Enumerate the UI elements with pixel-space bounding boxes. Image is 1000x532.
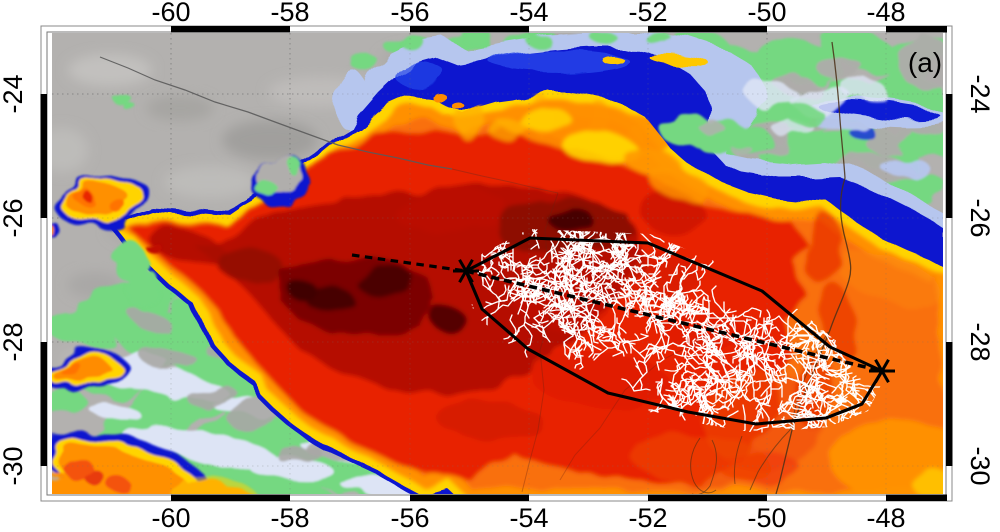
svg-text:-52: -52 [628,0,667,27]
svg-text:-24: -24 [0,74,28,113]
svg-text:-28: -28 [965,322,995,361]
svg-text:-26: -26 [965,198,995,237]
svg-text:-60: -60 [151,503,190,532]
svg-text:(a): (a) [908,47,942,78]
svg-text:-30: -30 [965,446,995,485]
svg-text:-56: -56 [390,0,429,27]
svg-text:-50: -50 [747,503,786,532]
svg-text:-48: -48 [866,0,905,27]
svg-text:-54: -54 [509,0,548,27]
svg-text:-26: -26 [0,198,28,237]
svg-text:-56: -56 [390,503,429,532]
svg-text:-24: -24 [965,74,995,113]
svg-text:-48: -48 [866,503,905,532]
svg-text:-28: -28 [0,322,28,361]
svg-text:-58: -58 [270,503,309,532]
svg-text:-52: -52 [628,503,667,532]
svg-text:-30: -30 [0,446,28,485]
svg-text:-60: -60 [151,0,190,27]
svg-text:-58: -58 [270,0,309,27]
svg-text:-54: -54 [509,503,548,532]
svg-text:-50: -50 [747,0,786,27]
